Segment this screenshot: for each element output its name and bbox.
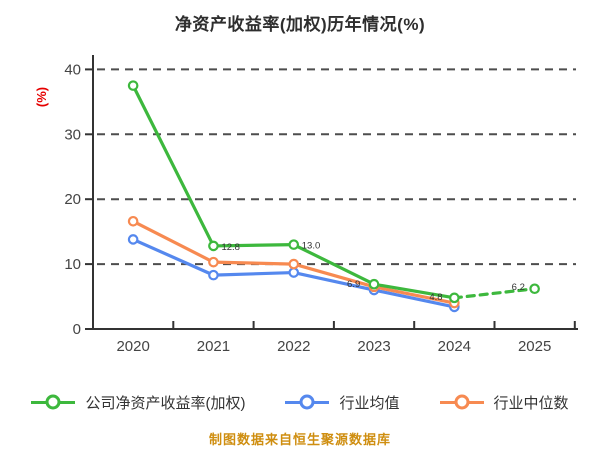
y-tick-label: 40 [64, 61, 81, 78]
data-source-note: 制图数据来自恒生聚源数据库 [208, 432, 391, 447]
x-tick-label: 2023 [357, 338, 390, 355]
legend-line-industry-median [439, 394, 484, 410]
data-point-marker [288, 239, 300, 250]
x-tick-label: 2020 [116, 338, 149, 355]
legend-label-industry-median: 行业中位数 [493, 394, 569, 412]
data-point-marker [208, 269, 219, 281]
data-point-marker [208, 256, 219, 268]
data-point-marker [368, 278, 380, 290]
data-point-marker [529, 283, 540, 295]
legend-dot-icon [454, 394, 469, 410]
y-tick-label: 0 [73, 321, 81, 338]
series-line-segment [131, 237, 216, 277]
legend-item-industry-mean: 行业均值 [285, 392, 400, 413]
y-tick-label: 10 [64, 256, 81, 273]
series-line-segment [292, 262, 376, 289]
series-line-segment [211, 260, 296, 266]
legend-line-industry-mean [285, 394, 330, 410]
series-line-segment [211, 270, 296, 277]
data-point-marker [127, 80, 139, 91]
data-point-marker [288, 258, 300, 270]
series-line-segment [372, 282, 456, 300]
legend-dot-icon [299, 394, 315, 410]
legend-line-company [31, 394, 76, 410]
series-line-segment [372, 285, 456, 305]
point-value-label: 6.9 [347, 279, 360, 290]
legend-item-company-roe: 公司净资产收益率(加权) [31, 392, 245, 413]
data-point-marker [449, 292, 460, 304]
series-line-segment [292, 243, 376, 286]
legend-label-industry-mean: 行业均值 [339, 394, 400, 412]
x-tick-label: 2022 [277, 338, 310, 355]
legend-label-company: 公司净资产收益率(加权) [85, 394, 246, 412]
legend-dot-icon [45, 394, 61, 410]
x-tick-label: 2025 [518, 338, 551, 355]
y-tick-label: 20 [64, 191, 81, 208]
series-line-segment [292, 270, 376, 292]
point-value-label: 12.8 [221, 242, 240, 253]
legend-item-industry-median: 行业中位数 [439, 392, 569, 413]
point-value-label: 4.8 [429, 292, 442, 303]
y-tick-label: 30 [64, 126, 81, 143]
series-line-segment [131, 84, 216, 248]
series-line-segment [131, 219, 216, 264]
data-point-marker [127, 234, 139, 245]
series-line-segment [211, 243, 296, 248]
data-point-marker [127, 215, 139, 227]
y-axis-unit-label: (%) [34, 87, 49, 107]
point-value-label: 13.0 [302, 241, 321, 252]
series-line-segment [372, 288, 456, 309]
point-value-label: 6.2 [512, 282, 525, 293]
data-point-marker [288, 267, 300, 278]
chart-title: 净资产收益率(加权)历年情况(%) [174, 15, 426, 34]
series-line-segment [452, 287, 537, 300]
chart-legend: 公司净资产收益率(加权) 行业均值 行业中位数 [0, 390, 600, 414]
x-tick-label: 2021 [197, 338, 230, 355]
x-tick-label: 2024 [438, 338, 471, 355]
data-point-marker [208, 240, 219, 252]
